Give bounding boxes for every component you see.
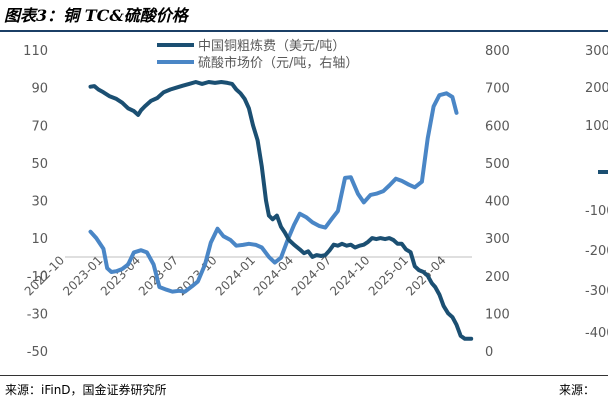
y-axis-tick-label: 110 [23,44,48,59]
y-axis-tick-label: -10 [27,270,48,285]
chart-title: 图表3：铜 TC&硫酸价格 [4,6,188,25]
y2-axis-tick-label: 800 [485,44,510,59]
side-chart-tick-label: 200 [585,81,608,96]
side-chart-tick-label: -400 [585,326,608,341]
y-axis-tick-label: 70 [31,119,48,134]
side-chart-tick-label: 100 [585,119,608,134]
y-axis-tick-label: -30 [27,307,48,322]
y-axis-tick-label: 30 [31,195,48,210]
y2-axis-tick-label: 300 [485,232,510,247]
side-chart-tick-label: -100 [585,204,608,219]
source-note: 来源：iFinD，国金证券研究所 [5,383,167,397]
side-chart-tick-label: 300 [585,44,608,59]
series-line-0 [88,80,474,341]
x-axis-tick-label: 2024-10 [327,253,372,298]
y-axis-tick-label: 90 [31,82,48,97]
y2-axis-tick-label: 0 [485,345,493,360]
side-chart-tick-label: -300 [585,284,608,299]
y2-axis-tick-label: 400 [485,195,510,210]
y2-axis-tick-label: 600 [485,119,510,134]
y2-axis-tick-label: 700 [485,82,510,97]
y-axis-tick-label: 10 [31,232,48,247]
series-line-1 [88,91,459,294]
legend-label-0: 中国铜粗炼费（美元/吨） [198,39,345,54]
legend-label-1: 硫酸市场价（元/吨，右轴） [198,55,358,71]
y-axis-tick-label: 50 [31,157,48,172]
y2-axis-tick-label: 200 [485,270,510,285]
y-axis-tick-label: -50 [27,345,48,360]
footer-divider [0,375,608,376]
x-axis-tick-label: 2025-01 [366,253,411,298]
title-divider [0,30,608,32]
side-chart-tick-label: -200 [585,244,608,259]
x-axis-tick-label: 2023-01 [60,253,105,298]
source-note-right: 来源： [559,383,596,397]
y2-axis-tick-label: 100 [485,307,510,322]
y2-axis-tick-label: 500 [485,157,510,172]
x-axis-tick-label: 2024-07 [289,253,334,298]
x-axis-tick-label: 2024-01 [213,253,258,298]
